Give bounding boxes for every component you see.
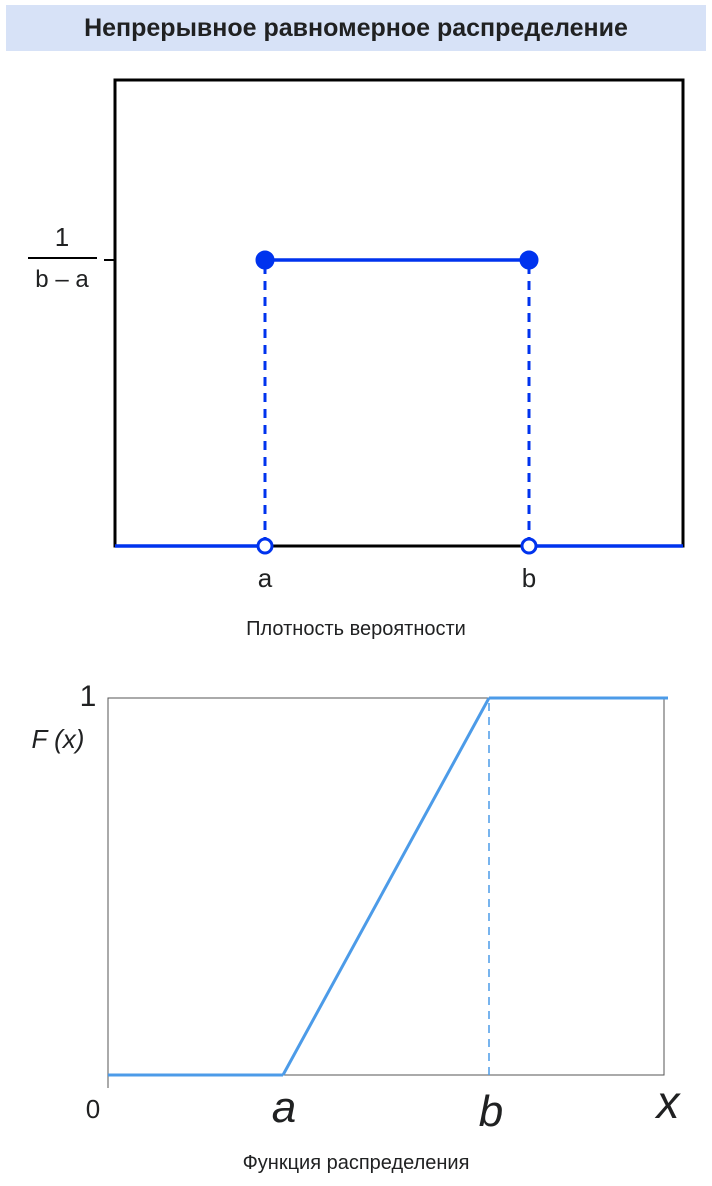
cdf-caption: Функция распределения <box>242 1152 470 1174</box>
pdf-chart: 1 b – a a b <box>28 78 685 593</box>
pdf-y-tick-numerator: 1 <box>55 222 69 252</box>
cdf-ylabel: F (x) <box>32 724 85 754</box>
cdf-line-segment <box>281 697 491 1076</box>
pdf-marks <box>115 250 683 555</box>
cdf-frame <box>107 697 665 1076</box>
pdf-y-tick-denominator: b – a <box>35 266 89 293</box>
pdf-closed-endpoint <box>519 250 539 270</box>
pdf-closed-endpoint <box>255 250 275 270</box>
cdf-x-tick-b: b <box>479 1087 503 1136</box>
pdf-open-endpoint <box>520 537 538 555</box>
infobox-title-bar: Непрерывное равномерное распределение <box>6 5 706 51</box>
pdf-x-tick-a: a <box>258 563 273 593</box>
cdf-y-tick-1: 1 <box>80 680 97 713</box>
pdf-caption: Плотность вероятности <box>246 618 466 640</box>
cdf-x-axis-label: x <box>655 1076 682 1128</box>
infobox-title: Непрерывное равномерное распределение <box>84 13 628 42</box>
pdf-open-endpoint <box>256 537 274 555</box>
cdf-marks <box>108 696 668 1077</box>
cdf-x-tick-a: a <box>272 1083 296 1132</box>
pdf-frame <box>113 78 685 548</box>
cdf-origin-label: 0 <box>86 1094 100 1124</box>
pdf-x-tick-b: b <box>522 563 536 593</box>
